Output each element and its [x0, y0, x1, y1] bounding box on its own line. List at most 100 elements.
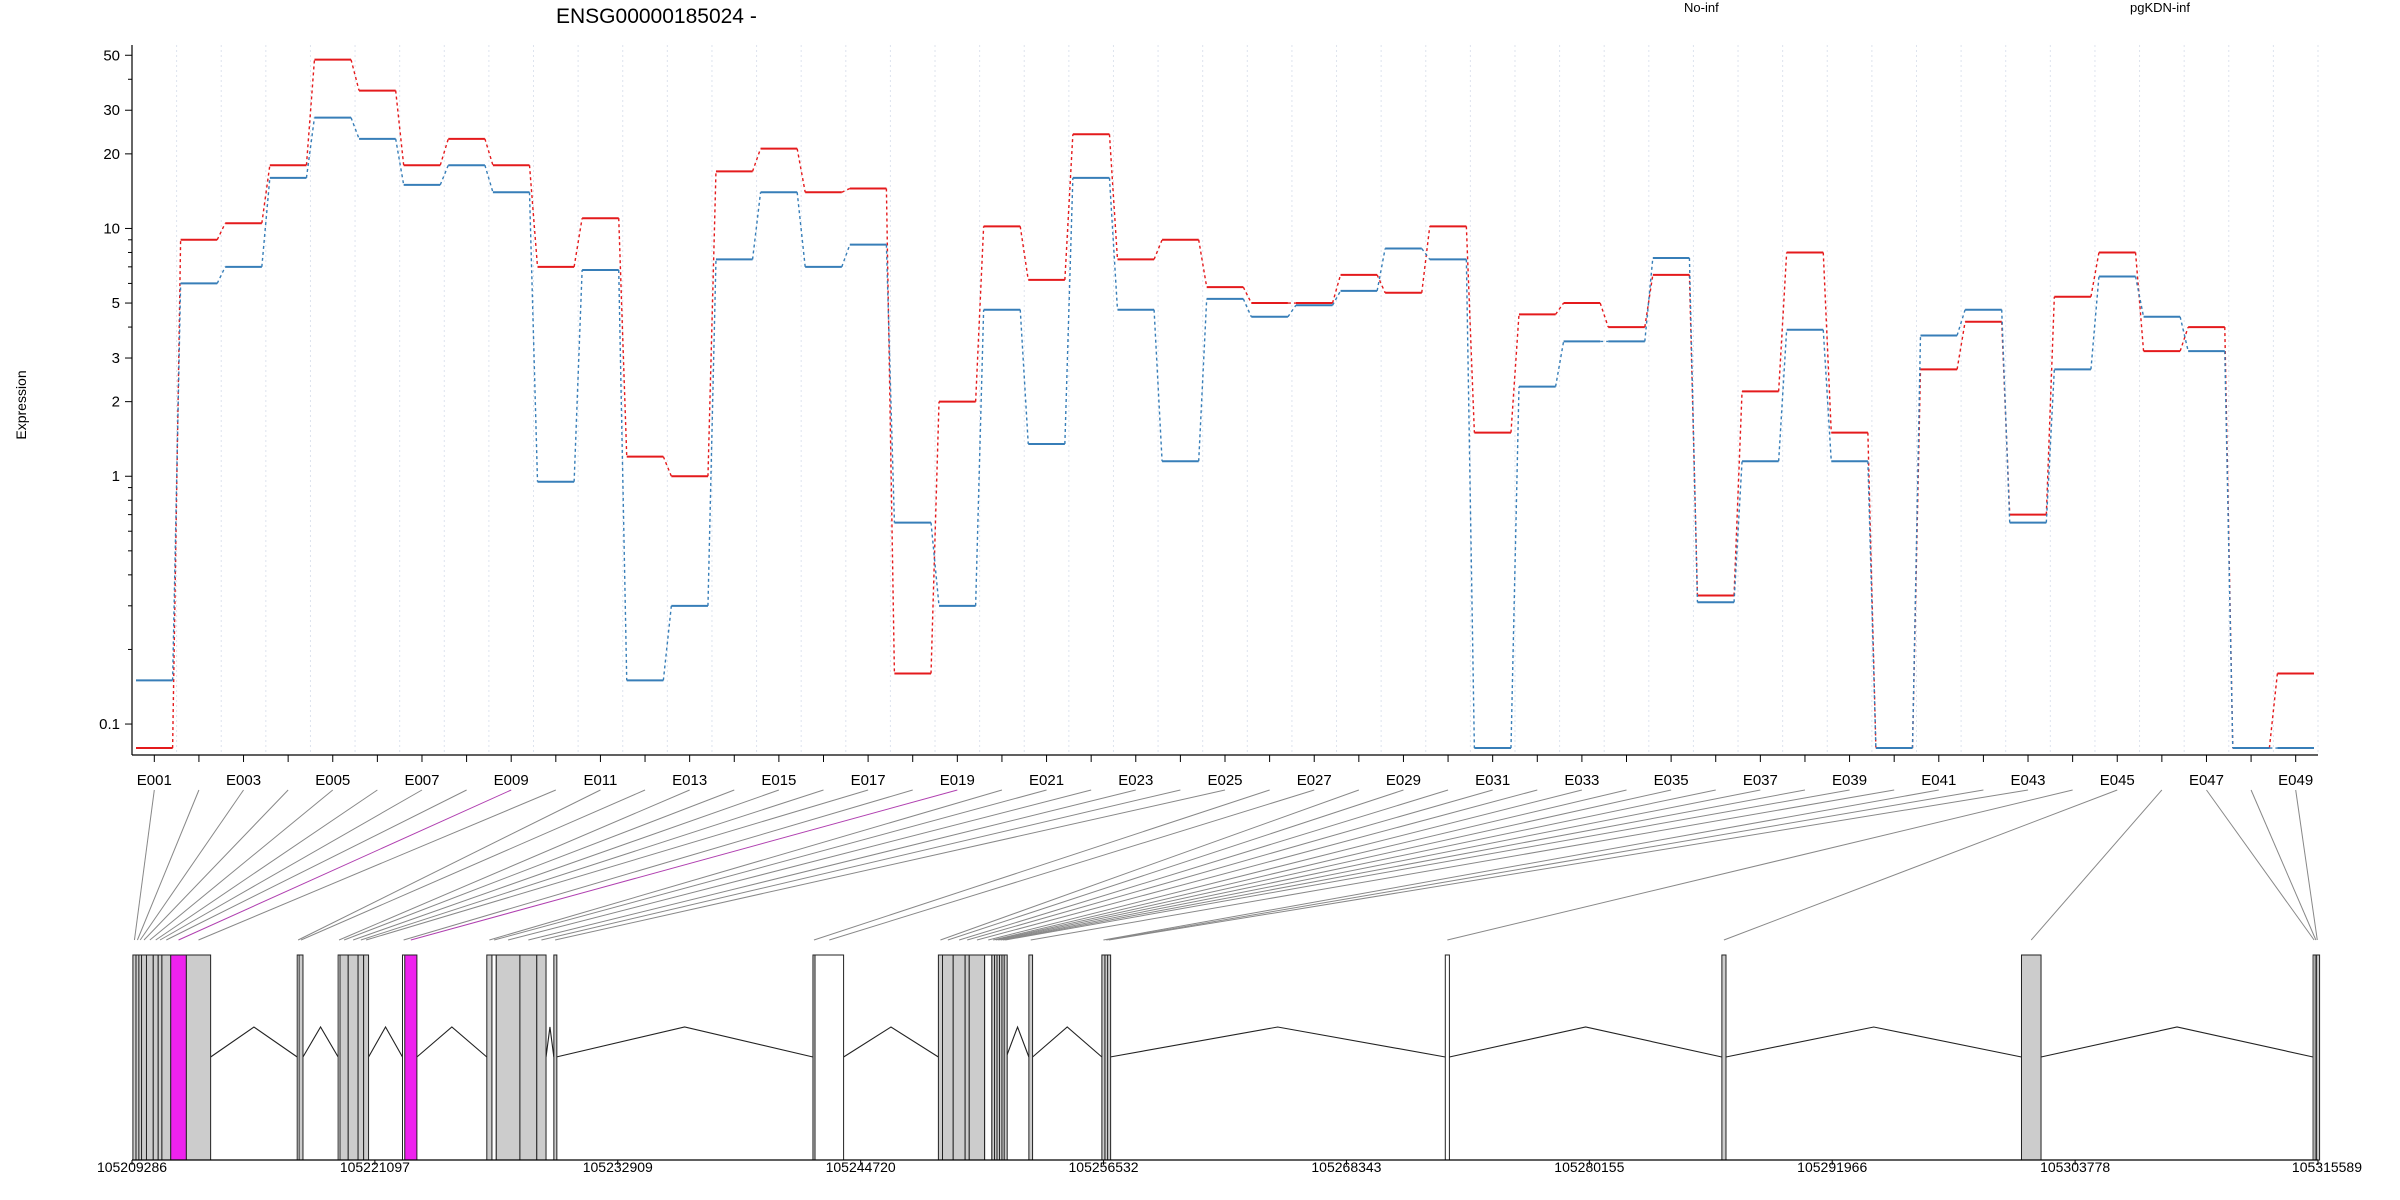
data-connector [1376, 248, 1386, 291]
connector-E023 [528, 789, 1136, 941]
data-connector [394, 138, 405, 185]
connector-E028 [940, 789, 1360, 941]
y-tick-label: 3 [112, 350, 120, 367]
connector-E017 [365, 789, 869, 941]
data-connector [1153, 309, 1163, 462]
data-connector [707, 259, 717, 606]
exon-E033 [984, 954, 993, 1161]
connector-E005 [149, 789, 334, 941]
connector-E012 [300, 789, 646, 941]
gene-model [132, 954, 2321, 1161]
intron-line [210, 1026, 298, 1058]
data-connector [1198, 239, 1208, 288]
connector-E015 [352, 789, 780, 941]
exon-E045 [1721, 954, 1727, 1161]
data-connector [1465, 259, 1476, 749]
connector-E043 [1108, 789, 2029, 941]
data-connector [1644, 257, 1654, 342]
data-connector [618, 218, 628, 457]
genomic-tick-label: 105280155 [1554, 1159, 1624, 1175]
data-connector [394, 90, 405, 166]
connector-E036 [998, 789, 1716, 941]
y-tick-label: 2 [112, 394, 120, 411]
data-connector [1956, 321, 1966, 370]
intron-line [843, 1026, 939, 1058]
x-tick-label: E023 [1118, 772, 1153, 789]
x-tick-label: E021 [1029, 772, 1064, 789]
data-connector [261, 165, 271, 224]
connector-E014 [343, 789, 735, 941]
exon-E021 [491, 954, 497, 1161]
exon-E025 [553, 954, 558, 1161]
exon-E016 [357, 954, 365, 1161]
connector-E037 [1000, 789, 1761, 941]
data-connector [1421, 248, 1431, 260]
data-connector [1242, 286, 1252, 304]
data-connector [1599, 302, 1609, 328]
data-connector [528, 192, 539, 482]
x-tick-label: E029 [1386, 772, 1421, 789]
connector-E032 [976, 789, 1538, 941]
data-connector [1555, 302, 1565, 315]
exon-E028 [937, 954, 944, 1161]
data-connector [2045, 369, 2056, 523]
genomic-tick-label: 105291966 [1797, 1159, 1867, 1175]
exon-E032 [968, 954, 986, 1161]
data-connector [1733, 391, 1743, 596]
intron-line [2040, 1026, 2314, 1058]
legend-label-pgkdn-inf: pgKDN-inf [2130, 0, 2190, 15]
data-connector [261, 177, 271, 267]
exon-E014 [339, 954, 349, 1161]
exon-E012 [298, 954, 304, 1161]
x-tick-label: E001 [137, 772, 172, 789]
data-connector [1554, 341, 1565, 387]
exon-E009 [170, 954, 187, 1161]
x-tick-label: E045 [2100, 772, 2135, 789]
data-connector [350, 117, 360, 140]
exon-E046 [2020, 954, 2042, 1161]
exon-E039 [1003, 954, 1008, 1161]
intron-line [545, 1026, 555, 1058]
connector-E010 [198, 789, 557, 941]
exon-E031 [964, 954, 970, 1161]
y-tick-label: 20 [103, 146, 120, 163]
exon-E020 [486, 954, 493, 1161]
connector-E002 [136, 789, 200, 941]
data-connector [841, 187, 851, 193]
data-connector [484, 138, 494, 166]
data-connector [1644, 274, 1654, 328]
x-tick-label: E003 [226, 772, 261, 789]
exon-E043 [1107, 954, 1112, 1161]
intron-line [416, 1026, 488, 1058]
data-connector [751, 148, 762, 172]
data-connector [2224, 351, 2234, 749]
y-tick-label: 30 [103, 102, 120, 119]
exon-E006 [152, 954, 159, 1161]
connector-E003 [139, 789, 244, 941]
exon-E015 [347, 954, 359, 1161]
exon-E029 [942, 954, 954, 1161]
exon-E044 [1444, 954, 1450, 1161]
connector-E018 [403, 789, 913, 941]
x-tick-label: E017 [851, 772, 886, 789]
connector-E049 [2295, 789, 2318, 941]
data-connector [930, 522, 940, 606]
data-connector [974, 226, 985, 402]
data-connector [2090, 252, 2100, 297]
x-tick-label: E049 [2278, 772, 2313, 789]
connector-E027 [829, 789, 1315, 941]
genomic-tick-label: 105232909 [583, 1159, 653, 1175]
y-tick-label: 0.1 [99, 716, 120, 733]
connector-E016 [360, 789, 824, 941]
data-connector [1822, 329, 1832, 462]
exon-E007 [157, 954, 163, 1161]
exon-E024 [536, 954, 547, 1161]
data-connector [2134, 252, 2145, 352]
connector-E019 [410, 789, 958, 941]
connector-E031 [967, 789, 1493, 941]
connector-E011 [297, 789, 601, 941]
data-connector [573, 269, 583, 482]
exon-E010 [185, 954, 212, 1161]
x-tick-label: E013 [672, 772, 707, 789]
